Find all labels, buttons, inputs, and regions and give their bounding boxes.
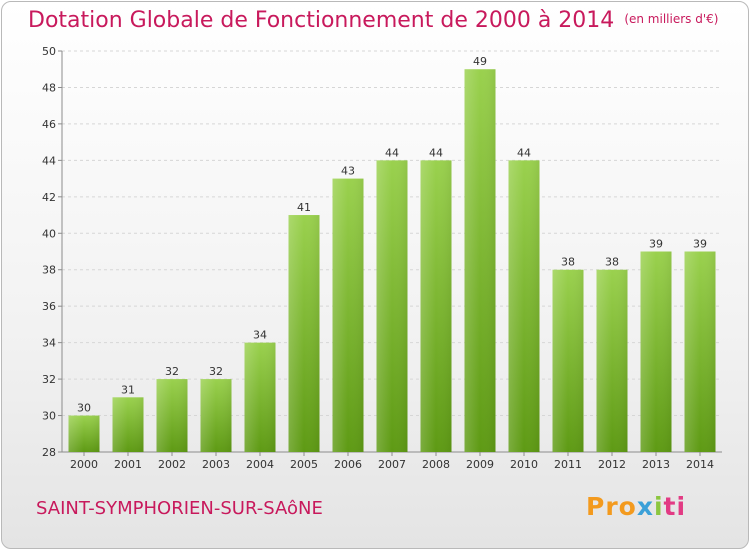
bar-sheen-2003 — [200, 379, 232, 452]
x-tick-label: 2013 — [642, 458, 670, 471]
bar-value-label: 43 — [341, 165, 355, 178]
y-tick-label: 48 — [42, 81, 56, 94]
bar-sheen-2008 — [420, 160, 452, 452]
bar-sheen-2009 — [464, 69, 496, 453]
bar-sheen-2005 — [288, 215, 320, 452]
x-tick-label: 2009 — [466, 458, 494, 471]
chart-unit-note: (en milliers d'€) — [624, 12, 719, 26]
x-tick-label: 2011 — [554, 458, 582, 471]
y-tick-label: 42 — [42, 191, 56, 204]
bar-value-label: 38 — [605, 256, 619, 269]
x-tick-label: 2002 — [158, 458, 186, 471]
bar-value-label: 38 — [561, 256, 575, 269]
bar-value-label: 32 — [165, 365, 179, 378]
bar-sheen-2002 — [156, 379, 188, 452]
bar-sheen-2007 — [376, 160, 408, 452]
bar-layer — [68, 69, 716, 453]
bar-value-label: 30 — [77, 402, 91, 415]
y-tick-label: 46 — [42, 118, 56, 131]
bar-sheen-2014 — [684, 251, 716, 452]
bar-value-label: 44 — [385, 146, 399, 159]
x-tick-label: 2012 — [598, 458, 626, 471]
x-tick-label: 2010 — [510, 458, 538, 471]
bar-value-label: 49 — [473, 55, 487, 68]
axis-layer: 28 30 32 34 36 38 40 42 44 46 48 50 2000 2001 2002 2003… — [42, 45, 722, 471]
x-tick-label: 2004 — [246, 458, 274, 471]
bar-sheen-2010 — [508, 160, 540, 452]
y-tick-label: 36 — [42, 300, 56, 313]
bar-sheen-2001 — [112, 397, 144, 452]
chart-title-text: Dotation Globale de Fonctionnement de 20… — [28, 8, 615, 33]
bar-sheen-2000 — [68, 415, 100, 452]
bar-sheen-2004 — [244, 342, 276, 452]
y-tick-label: 34 — [42, 337, 56, 350]
bar-value-label: 32 — [209, 365, 223, 378]
logo-part-3: i — [653, 492, 664, 521]
bar-value-label: 39 — [649, 238, 663, 251]
bar-sheen-2011 — [552, 269, 584, 452]
x-tick-label: 2003 — [202, 458, 230, 471]
commune-name: SAINT-SYMPHORIEN-SUR-SAôNE — [36, 498, 323, 519]
x-tick-label: 2005 — [290, 458, 318, 471]
y-tick-label: 32 — [42, 373, 56, 386]
bar-value-label: 44 — [517, 146, 531, 159]
label-layer: 30 31 32 32 34 41 43 44 44 49 44 38 38 39 39 — [77, 55, 707, 414]
bar-sheen-2012 — [596, 269, 628, 452]
logo-part-2: x — [636, 492, 654, 521]
bar-value-label: 31 — [121, 383, 135, 396]
y-tick-label: 50 — [42, 45, 56, 58]
bar-value-label: 34 — [253, 329, 267, 342]
y-tick-label: 30 — [42, 410, 56, 423]
bar-value-label: 41 — [297, 201, 311, 214]
bar-value-label: 44 — [429, 146, 443, 159]
x-tick-label: 2001 — [114, 458, 142, 471]
x-tick-label: 2006 — [334, 458, 362, 471]
logo-part-4: ti — [663, 492, 687, 521]
y-tick-label: 28 — [42, 446, 56, 459]
bar-sheen-2006 — [332, 178, 364, 452]
proxiti-logo: Proxiti — [586, 492, 686, 521]
bar-sheen-2013 — [640, 251, 672, 452]
x-tick-label: 2007 — [378, 458, 406, 471]
x-tick-label: 2014 — [686, 458, 714, 471]
y-tick-label: 40 — [42, 227, 56, 240]
y-tick-label: 38 — [42, 264, 56, 277]
logo-part-1: Pro — [586, 492, 637, 521]
chart-title: Dotation Globale de Fonctionnement de 20… — [28, 8, 718, 33]
y-tick-label: 44 — [42, 154, 56, 167]
x-tick-label: 2008 — [422, 458, 450, 471]
bar-value-label: 39 — [693, 238, 707, 251]
x-tick-label: 2000 — [70, 458, 98, 471]
